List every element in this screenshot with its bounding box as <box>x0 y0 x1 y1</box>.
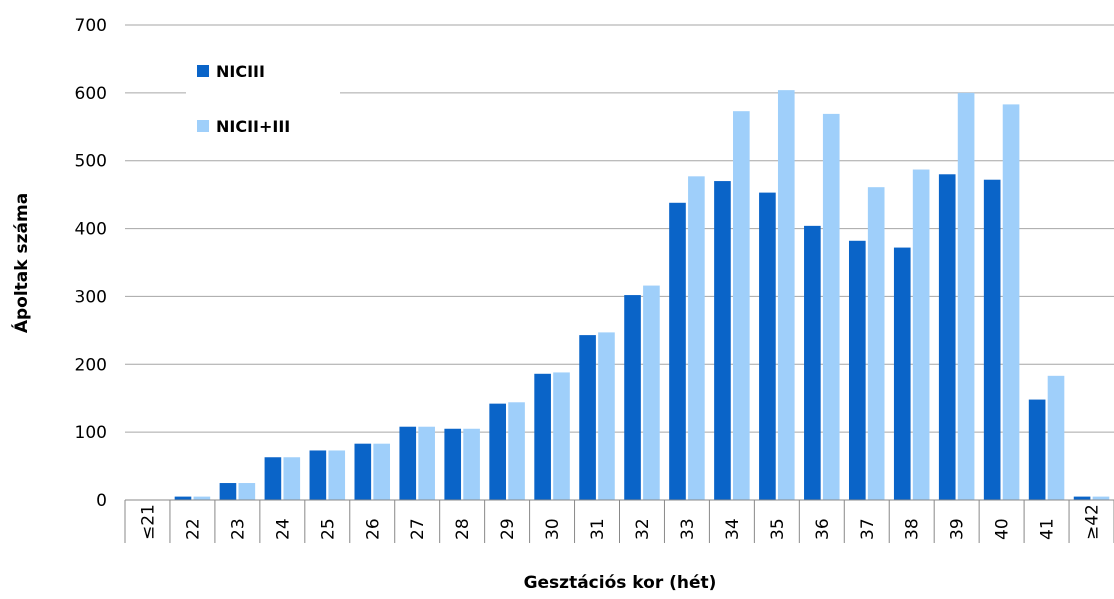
x-tick-label: 36 <box>813 518 833 540</box>
y-tick-label: 400 <box>75 220 107 240</box>
y-tick-label: 600 <box>75 84 107 104</box>
x-tick-label: 25 <box>318 518 338 540</box>
x-tick-label: ≤21 <box>138 504 158 540</box>
bar-nicii-iii <box>238 483 256 500</box>
bar-nicii-iii <box>418 426 435 500</box>
y-tick-label: 100 <box>75 423 107 443</box>
x-tick-label: 29 <box>498 518 518 540</box>
x-tick-label: 33 <box>678 518 698 540</box>
y-tick-label: 0 <box>96 491 107 511</box>
x-tick-label: 35 <box>768 518 788 540</box>
x-tick-label: 28 <box>453 518 473 540</box>
bars <box>174 90 1110 501</box>
x-tick-label: 37 <box>858 518 878 540</box>
legend: NICIII NICII+III <box>186 58 340 158</box>
bar-niciii <box>759 192 776 500</box>
bar-niciii <box>893 247 911 500</box>
bar-nicii-iii <box>598 332 615 500</box>
x-tick-label: 27 <box>408 518 428 540</box>
bar-nicii-iii <box>193 496 211 500</box>
bar-niciii <box>848 240 866 501</box>
bar-niciii <box>489 403 506 500</box>
bar-niciii <box>174 496 192 500</box>
x-tick-label: 23 <box>228 518 248 540</box>
bar-nicii-iii <box>777 90 795 501</box>
bar-nicii-iii <box>867 187 885 500</box>
bar-niciii <box>624 295 641 500</box>
x-tick-label: 40 <box>993 518 1013 540</box>
x-tick-label: 39 <box>948 518 968 540</box>
x-tick-label: 32 <box>633 518 653 540</box>
x-tick-label: 24 <box>273 518 293 540</box>
bar-nicii-iii <box>1092 496 1110 500</box>
x-tick-label: ≥42 <box>1083 504 1103 540</box>
bar-nicii-iii <box>733 111 750 500</box>
y-tick-label: 700 <box>75 16 107 36</box>
bar-nicii-iii <box>643 285 660 500</box>
bar-niciii <box>579 335 596 500</box>
x-tick-label: 38 <box>903 518 923 540</box>
bar-nicii-iii <box>1002 104 1020 501</box>
bar-niciii <box>983 179 1001 500</box>
bar-niciii <box>1073 496 1091 500</box>
y-tick-label: 200 <box>75 355 107 375</box>
bar-niciii <box>309 450 327 500</box>
legend-background <box>186 58 340 158</box>
bar-niciii <box>804 225 821 500</box>
x-tick-label: 41 <box>1038 518 1058 540</box>
y-axis-ticks: 0 100 200 300 400 500 600 700 <box>75 16 107 511</box>
bar-nicii-iii <box>553 372 570 500</box>
bar-niciii <box>714 181 731 501</box>
bar-nicii-iii <box>957 92 975 500</box>
bar-nicii-iii <box>373 443 391 500</box>
x-tick-label: 22 <box>183 518 203 540</box>
x-axis-ticks: ≤21 22 23 24 25 26 27 28 29 30 31 32 33 34 35 36 37 38 39 4… <box>138 504 1102 540</box>
bar-niciii <box>534 373 551 500</box>
bar-niciii <box>444 428 462 500</box>
bar-niciii <box>354 443 372 500</box>
bar-nicii-iii <box>463 428 480 500</box>
x-tick-label: 30 <box>543 518 563 540</box>
bar-niciii <box>938 174 956 501</box>
legend-label-nicii-iii: NICII+III <box>216 117 290 136</box>
bar-niciii <box>669 202 686 501</box>
x-tick-label: 31 <box>588 518 608 540</box>
legend-swatch-nicii-iii <box>197 120 209 132</box>
bar-nicii-iii <box>822 113 840 501</box>
x-tick-label: 26 <box>363 518 383 540</box>
bar-nicii-iii <box>912 169 930 501</box>
legend-swatch-niciii <box>197 65 209 77</box>
x-axis-title: Gesztációs kor (hét) <box>524 573 717 593</box>
bar-niciii <box>264 457 282 500</box>
bar-nicii-iii <box>1047 375 1065 500</box>
bar-niciii <box>399 426 417 500</box>
bar-niciii <box>1028 399 1046 500</box>
bar-nicii-iii <box>283 457 301 500</box>
bar-niciii <box>219 483 237 500</box>
bar-nicii-iii <box>508 402 525 500</box>
bar-nicii-iii <box>688 176 705 501</box>
legend-label-niciii: NICIII <box>216 62 265 81</box>
x-tick-label: 34 <box>723 518 743 540</box>
bar-nicii-iii <box>328 450 346 500</box>
y-tick-label: 300 <box>75 287 107 307</box>
y-tick-label: 500 <box>75 152 107 172</box>
x-axis <box>124 499 1114 543</box>
y-axis-title: Ápoltak száma <box>10 193 32 333</box>
